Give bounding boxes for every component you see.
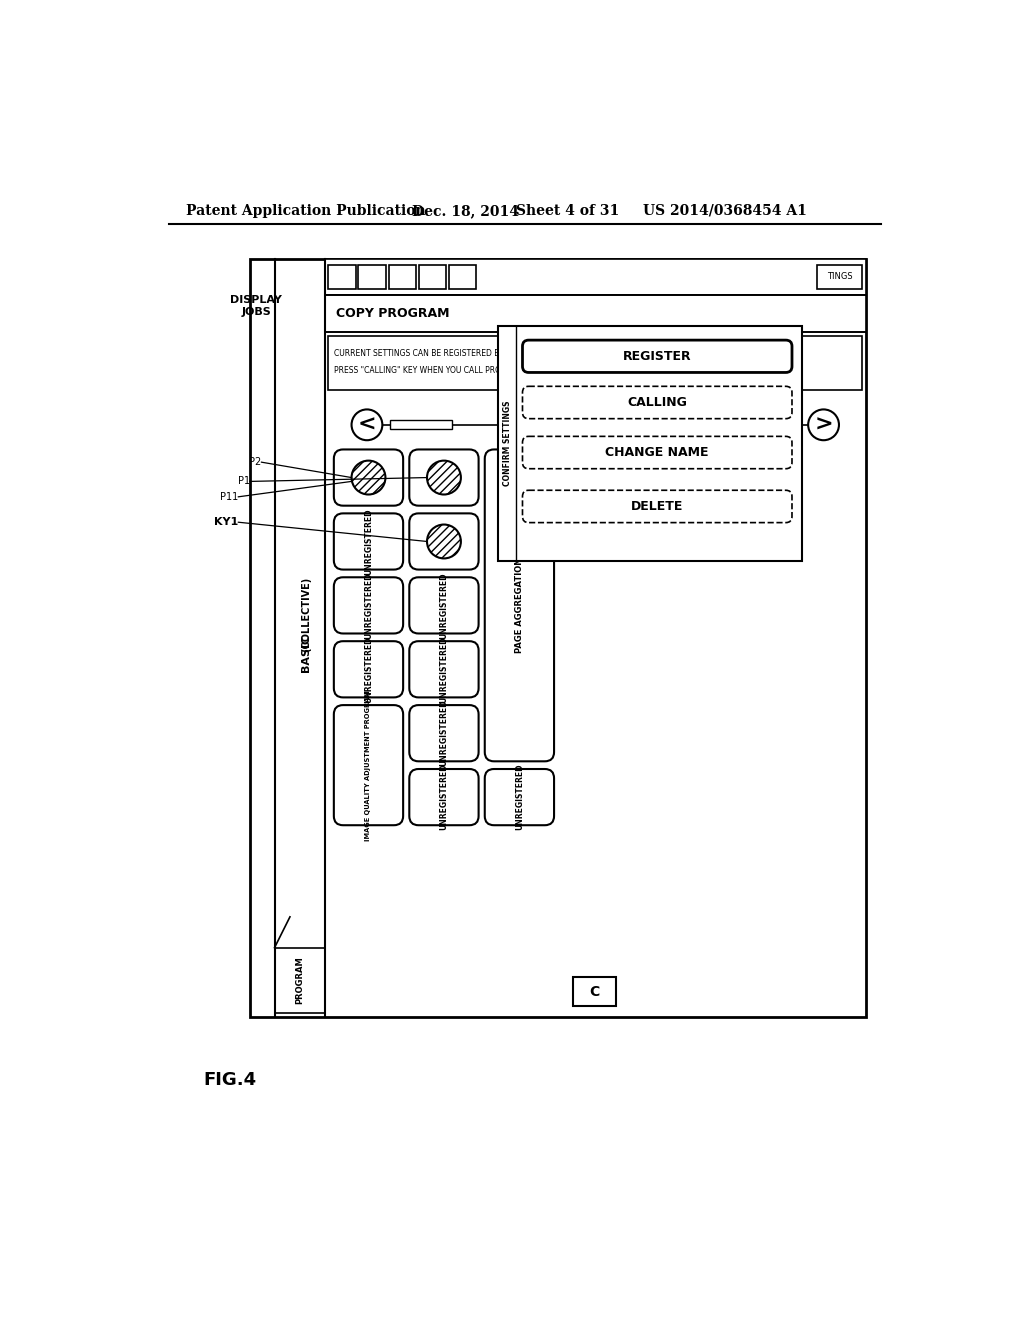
FancyBboxPatch shape — [484, 449, 554, 762]
Text: (COLLECTIVE): (COLLECTIVE) — [301, 577, 310, 652]
Bar — [329, 265, 356, 289]
Text: UNREGISTERED: UNREGISTERED — [364, 636, 373, 702]
FancyBboxPatch shape — [522, 341, 792, 372]
Text: PROGRAM: PROGRAM — [295, 956, 304, 1005]
FancyBboxPatch shape — [522, 387, 792, 418]
Circle shape — [427, 524, 461, 558]
Text: UNREGISTERED: UNREGISTERED — [439, 764, 449, 830]
Text: C: C — [590, 985, 600, 998]
FancyBboxPatch shape — [410, 577, 478, 634]
Bar — [325, 296, 866, 333]
Bar — [817, 265, 862, 289]
Bar — [329, 337, 862, 391]
FancyBboxPatch shape — [334, 449, 403, 506]
Text: UNREGISTERED: UNREGISTERED — [439, 572, 449, 639]
Text: BASIC: BASIC — [301, 635, 310, 672]
FancyBboxPatch shape — [410, 449, 478, 506]
Bar — [498, 326, 802, 561]
Text: UNREGISTERED: UNREGISTERED — [439, 636, 449, 702]
Text: UNREGISTERED: UNREGISTERED — [439, 700, 449, 767]
Circle shape — [808, 409, 839, 441]
FancyBboxPatch shape — [410, 642, 478, 697]
Text: PRESS "CALLING" KEY WHEN YOU CALL PROGRAMS: PRESS "CALLING" KEY WHEN YOU CALL PROGRA… — [334, 367, 528, 375]
FancyBboxPatch shape — [334, 577, 403, 634]
Text: IMAGE QUALITY ADJUSTMENT PROGRAM: IMAGE QUALITY ADJUSTMENT PROGRAM — [366, 690, 372, 841]
Text: UNREGISTERED: UNREGISTERED — [364, 508, 373, 574]
FancyBboxPatch shape — [334, 642, 403, 697]
FancyBboxPatch shape — [334, 705, 403, 825]
Text: CONFIRM SETTINGS: CONFIRM SETTINGS — [504, 401, 512, 487]
Text: P1: P1 — [238, 477, 250, 486]
FancyBboxPatch shape — [410, 513, 478, 570]
Text: P2: P2 — [249, 457, 261, 467]
Text: Sheet 4 of 31: Sheet 4 of 31 — [515, 203, 618, 218]
Bar — [250, 259, 866, 1016]
Text: REGISTER: REGISTER — [623, 350, 691, 363]
FancyBboxPatch shape — [522, 490, 792, 523]
Text: DELETE: DELETE — [631, 500, 683, 513]
Text: <: < — [357, 414, 376, 434]
Text: FIG.4: FIG.4 — [204, 1071, 257, 1089]
Text: CHANGE NAME: CHANGE NAME — [605, 446, 709, 459]
Circle shape — [351, 409, 382, 441]
Text: UNREGISTERED: UNREGISTERED — [364, 572, 373, 639]
Text: PAGE AGGREGATION: PAGE AGGREGATION — [515, 558, 524, 653]
Text: UNREGISTERED: UNREGISTERED — [515, 764, 524, 830]
Circle shape — [427, 461, 461, 495]
Text: DISPLAY
JOBS: DISPLAY JOBS — [230, 296, 282, 317]
Text: CALLING: CALLING — [628, 396, 687, 409]
FancyBboxPatch shape — [410, 705, 478, 762]
Bar — [419, 265, 446, 289]
Bar — [390, 420, 452, 429]
Text: COPY PROGRAM: COPY PROGRAM — [336, 308, 450, 321]
FancyBboxPatch shape — [410, 770, 478, 825]
Text: P11: P11 — [220, 492, 239, 502]
Bar — [388, 265, 416, 289]
Text: CURRENT SETTINGS CAN BE REGISTERED BY PRESSING "REGISTER" KEY: CURRENT SETTINGS CAN BE REGISTERED BY PR… — [334, 348, 608, 358]
Bar — [573, 977, 616, 1006]
Text: >: > — [814, 414, 833, 434]
Bar — [274, 948, 325, 1014]
Bar — [449, 265, 476, 289]
Text: US 2014/0368454 A1: US 2014/0368454 A1 — [643, 203, 807, 218]
FancyBboxPatch shape — [522, 437, 792, 469]
FancyBboxPatch shape — [484, 770, 554, 825]
Text: Patent Application Publication: Patent Application Publication — [186, 203, 426, 218]
Text: Dec. 18, 2014: Dec. 18, 2014 — [412, 203, 518, 218]
Text: TINGS: TINGS — [827, 272, 853, 281]
Circle shape — [351, 461, 385, 495]
Text: KY1: KY1 — [214, 517, 239, 527]
Bar — [325, 259, 866, 296]
FancyBboxPatch shape — [334, 513, 403, 570]
Bar — [358, 265, 386, 289]
